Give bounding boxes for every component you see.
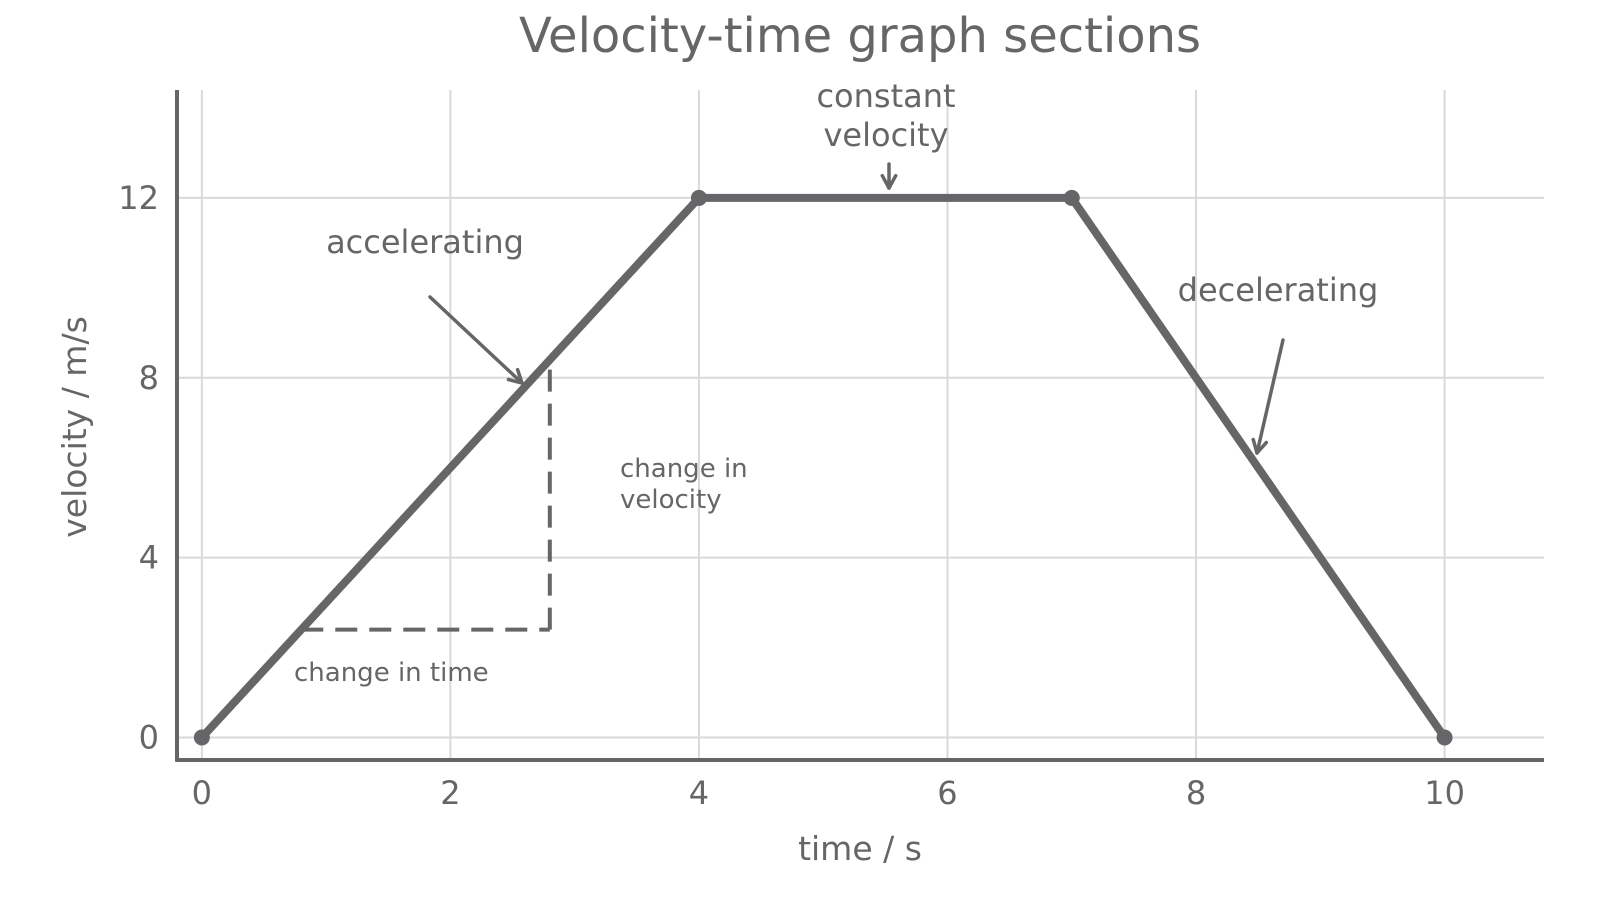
data-point-2 — [1063, 189, 1080, 206]
decelerating-arrow — [1251, 338, 1285, 455]
x-tick-label-4: 4 — [689, 774, 709, 812]
x-tick-label-8: 8 — [1186, 774, 1206, 812]
axes — [175, 90, 1544, 762]
x-axis-label: time / s — [798, 829, 922, 868]
annotation-accelerating: accelerating — [326, 223, 524, 261]
x-tick-labels: 0 2 4 6 8 10 — [192, 774, 1465, 812]
constant-velocity-arrow-head — [880, 173, 898, 190]
x-tick-label-10: 10 — [1424, 774, 1465, 812]
accelerating-arrow-head — [506, 367, 524, 385]
constant-velocity-arrow — [880, 162, 898, 190]
annotation-decelerating: decelerating — [1178, 271, 1379, 309]
construction-triangle — [301, 359, 552, 632]
annotation-arrows — [428, 162, 1285, 455]
data-point-3 — [1436, 729, 1453, 746]
y-tick-label-0: 0 — [139, 719, 159, 757]
x-tick-label-2: 2 — [440, 774, 460, 812]
data-point-1 — [690, 189, 707, 206]
x-tick-label-0: 0 — [192, 774, 212, 812]
accelerating-arrow-shaft — [428, 295, 524, 385]
y-axis-label: velocity / m/s — [55, 316, 94, 538]
annotation-change-in-time: change in time — [294, 658, 489, 688]
annotation-change-in-velocity-line1: change in — [620, 454, 748, 484]
series-line-0 — [197, 193, 1449, 742]
accelerating-arrow — [428, 295, 524, 385]
annotation-constant-line2: velocity — [823, 116, 948, 154]
y-tick-labels: 0 4 8 12 — [118, 179, 159, 757]
velocity-series — [193, 189, 1453, 746]
y-tick-label-12: 12 — [118, 179, 159, 217]
decelerating-arrow-head — [1251, 437, 1269, 455]
chart-title: Velocity-time graph sections — [519, 8, 1201, 64]
annotation-constant-line1: constant — [816, 77, 955, 115]
data-point-0 — [193, 729, 210, 746]
annotation-change-in-velocity-line2: velocity — [620, 485, 722, 515]
decelerating-arrow-shaft — [1255, 338, 1285, 455]
y-tick-label-8: 8 — [139, 359, 159, 397]
x-tick-label-6: 6 — [937, 774, 957, 812]
y-tick-label-4: 4 — [139, 539, 159, 577]
